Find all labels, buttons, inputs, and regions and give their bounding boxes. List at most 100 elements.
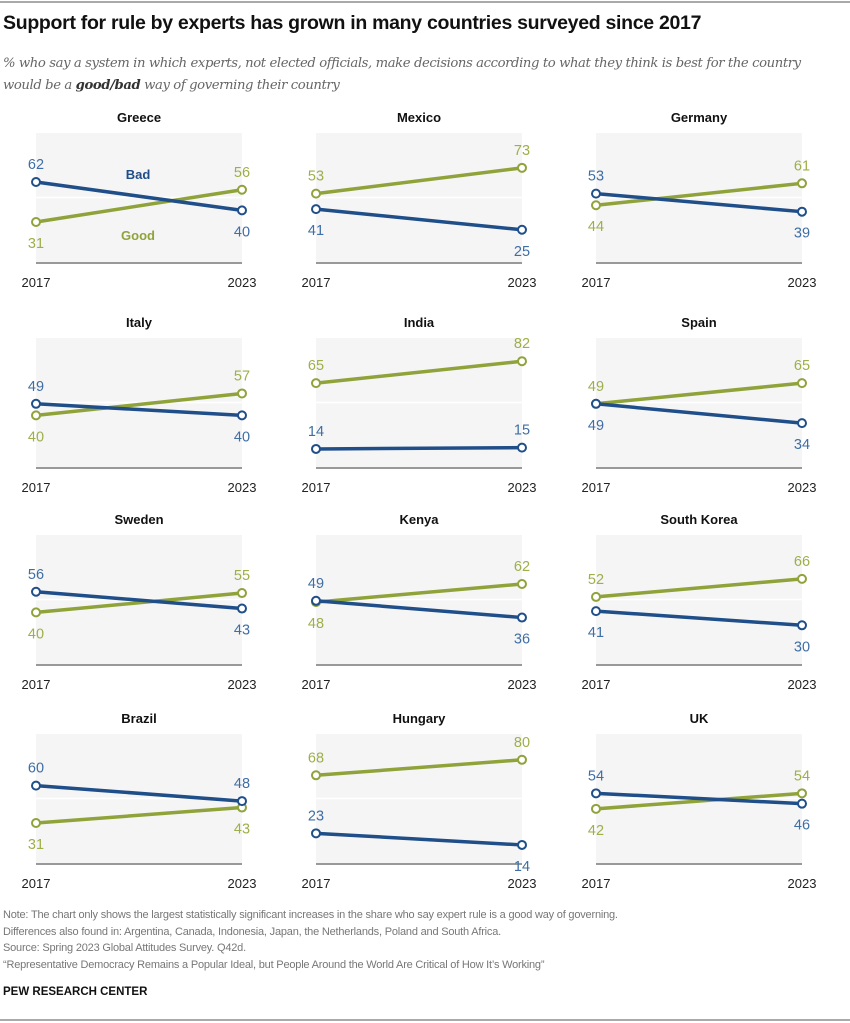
panel-title: Mexico [397, 110, 441, 125]
bad-point [517, 612, 527, 623]
panel-svg: Kenya 2017 2023 48 62 49 36 [302, 512, 537, 692]
bad-line [314, 831, 524, 847]
good-data-label: 40 [28, 429, 44, 445]
x-tick-label: 2017 [22, 480, 51, 495]
bad-point [311, 204, 321, 215]
good-point [797, 573, 807, 584]
bad-point [797, 206, 807, 217]
good-line [34, 188, 244, 224]
x-tick-label: 2023 [228, 480, 257, 495]
x-tick-label: 2017 [22, 876, 51, 891]
bad-data-label: 60 [28, 761, 44, 777]
good-data-label: 73 [514, 143, 530, 159]
bad-point [591, 788, 601, 799]
panel-title: India [404, 315, 435, 330]
bad-point [517, 442, 527, 453]
top-rule [0, 1, 850, 3]
bottom-rule [0, 1019, 850, 1021]
good-data-label: 62 [514, 559, 530, 575]
bad-data-label: 14 [514, 859, 530, 875]
bad-data-label: 30 [794, 639, 810, 655]
good-data-label: 31 [28, 837, 44, 853]
panel-south-korea: South Korea 2017 2023 52 66 41 30 [560, 502, 840, 702]
panel-svg: Germany 2017 2023 44 61 53 39 [582, 110, 817, 290]
panel-svg: Sweden 2017 2023 40 55 56 43 [22, 512, 257, 692]
bad-data-label: 25 [514, 244, 530, 260]
bad-data-label: 53 [588, 169, 604, 185]
panel-svg: India 2017 2023 65 82 14 15 [302, 315, 537, 495]
bad-data-label: 49 [308, 576, 324, 592]
subtitle-text-end: way of governing their country [140, 78, 340, 93]
note-line: Differences also found in: Argentina, Ca… [3, 925, 501, 938]
good-data-label: 44 [588, 219, 604, 235]
bad-point [797, 620, 807, 631]
bad-point [237, 603, 247, 614]
good-data-label: 53 [308, 169, 324, 185]
good-line [314, 582, 524, 604]
bad-data-label: 43 [234, 623, 250, 639]
bad-data-label: 15 [514, 423, 530, 439]
good-line [594, 181, 804, 207]
bad-point [237, 410, 247, 421]
bad-line [34, 590, 244, 611]
x-tick-label: 2023 [508, 480, 537, 495]
x-tick-label: 2017 [582, 876, 611, 891]
bad-data-label: 14 [308, 424, 324, 440]
good-line [594, 381, 804, 406]
panel-title: Germany [671, 110, 728, 125]
bad-data-label: 41 [308, 223, 324, 239]
bad-data-label: 54 [588, 768, 604, 784]
good-point [517, 162, 527, 173]
bad-data-label: 40 [234, 429, 250, 445]
good-point [797, 788, 807, 799]
good-point [31, 410, 41, 421]
panel-svg: Brazil 2017 2023 31 43 60 48 [22, 711, 257, 891]
panel-svg: Italy 2017 2023 40 57 49 40 [22, 315, 257, 495]
panel-title: Italy [126, 315, 153, 330]
x-tick-label: 2017 [582, 275, 611, 290]
good-point [237, 184, 247, 195]
bad-line [314, 445, 524, 451]
bad-line [594, 609, 804, 628]
x-tick-label: 2023 [508, 275, 537, 290]
good-data-label: 43 [234, 822, 250, 838]
good-line [34, 591, 244, 615]
good-point [237, 588, 247, 599]
x-tick-label: 2017 [302, 480, 331, 495]
bad-point [311, 828, 321, 839]
bad-data-label: 36 [514, 632, 530, 648]
bad-data-label: 46 [794, 818, 810, 834]
bad-point [311, 443, 321, 454]
panel-brazil: Brazil 2017 2023 31 43 60 48 [0, 701, 280, 901]
bad-point [517, 224, 527, 235]
panel-title: Brazil [121, 711, 156, 726]
bad-line [34, 402, 244, 418]
good-line [34, 391, 244, 418]
good-point [797, 378, 807, 389]
x-tick-label: 2017 [302, 275, 331, 290]
bad-point [31, 398, 41, 409]
bad-point [237, 796, 247, 807]
bad-line [594, 791, 804, 806]
x-tick-label: 2017 [582, 677, 611, 692]
x-tick-label: 2023 [788, 876, 817, 891]
good-line [34, 805, 244, 825]
legend-good-label: Good [121, 228, 155, 243]
good-data-label: 65 [794, 358, 810, 374]
good-data-label: 61 [794, 158, 810, 174]
good-data-label: 68 [308, 750, 324, 766]
good-data-label: 31 [28, 236, 44, 252]
panel-title: UK [690, 711, 709, 726]
x-tick-label: 2017 [302, 876, 331, 891]
good-point [517, 356, 527, 367]
x-tick-label: 2017 [22, 677, 51, 692]
good-data-label: 55 [234, 568, 250, 584]
panel-title: Spain [681, 315, 716, 330]
good-line [594, 577, 804, 599]
good-data-label: 57 [234, 368, 250, 384]
panel-title: Hungary [393, 711, 447, 726]
good-line [314, 359, 524, 385]
bad-line [314, 599, 524, 620]
source-org: PEW RESEARCH CENTER [3, 986, 148, 998]
bad-data-label: 56 [28, 567, 44, 583]
